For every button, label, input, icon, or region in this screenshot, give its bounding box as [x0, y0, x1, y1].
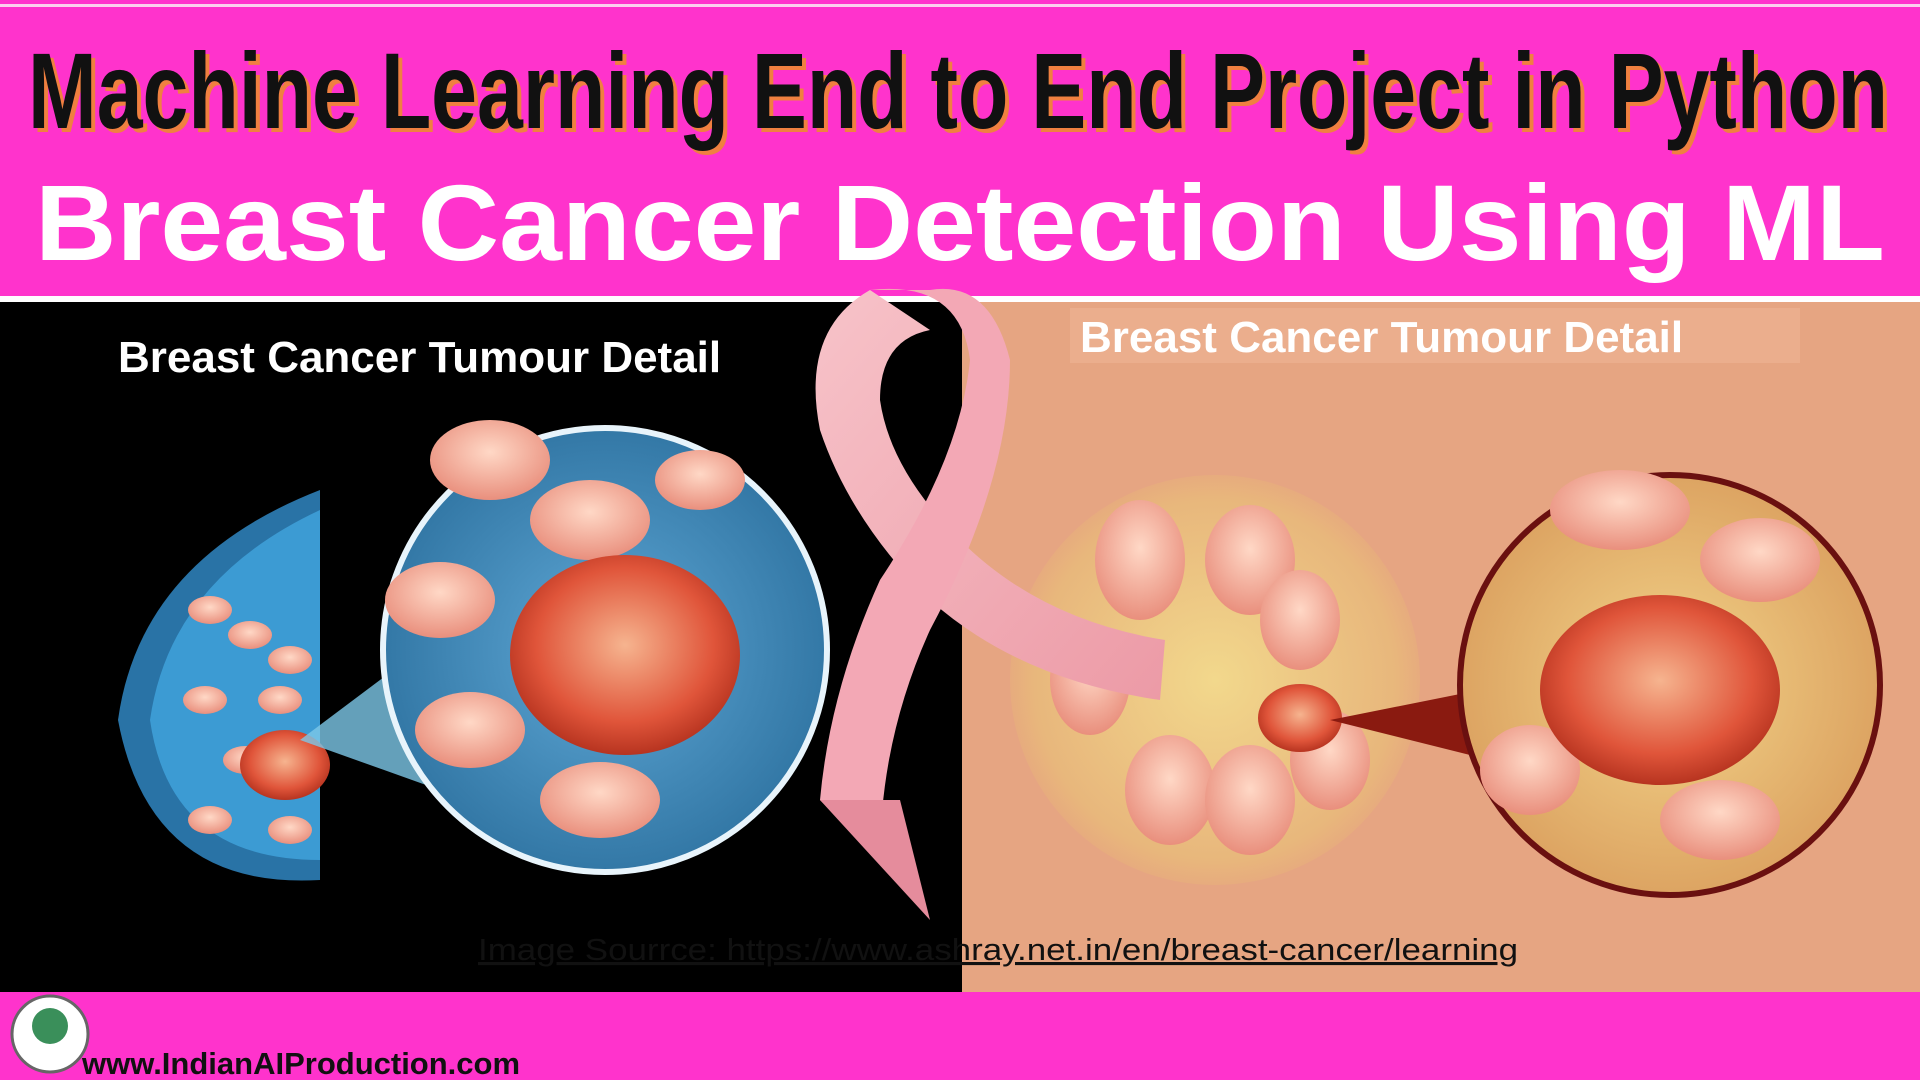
right-label-bg	[1070, 308, 1800, 363]
title: Machine Learning End to End Project in P…	[28, 30, 1888, 151]
header-edge	[0, 4, 1920, 7]
image-source: Image Sourrce: https://www.ashray.net.in…	[478, 932, 1518, 967]
right-label: Breast Cancer Tumour Detail	[1080, 313, 1683, 362]
header-band	[0, 0, 1920, 296]
left-illustration	[118, 420, 830, 881]
footer-band	[0, 992, 1920, 1080]
awareness-ribbon	[815, 288, 1165, 920]
left-label: Breast Cancer Tumour Detail	[118, 333, 721, 382]
website: www.IndianAIProduction.com	[81, 1046, 520, 1080]
logo-mark	[32, 1008, 68, 1044]
subtitle: Breast Cancer Detection Using ML	[35, 162, 1885, 283]
title-shadow: Machine Learning End to End Project in P…	[32, 34, 1892, 155]
right-illustration	[1010, 470, 1883, 898]
